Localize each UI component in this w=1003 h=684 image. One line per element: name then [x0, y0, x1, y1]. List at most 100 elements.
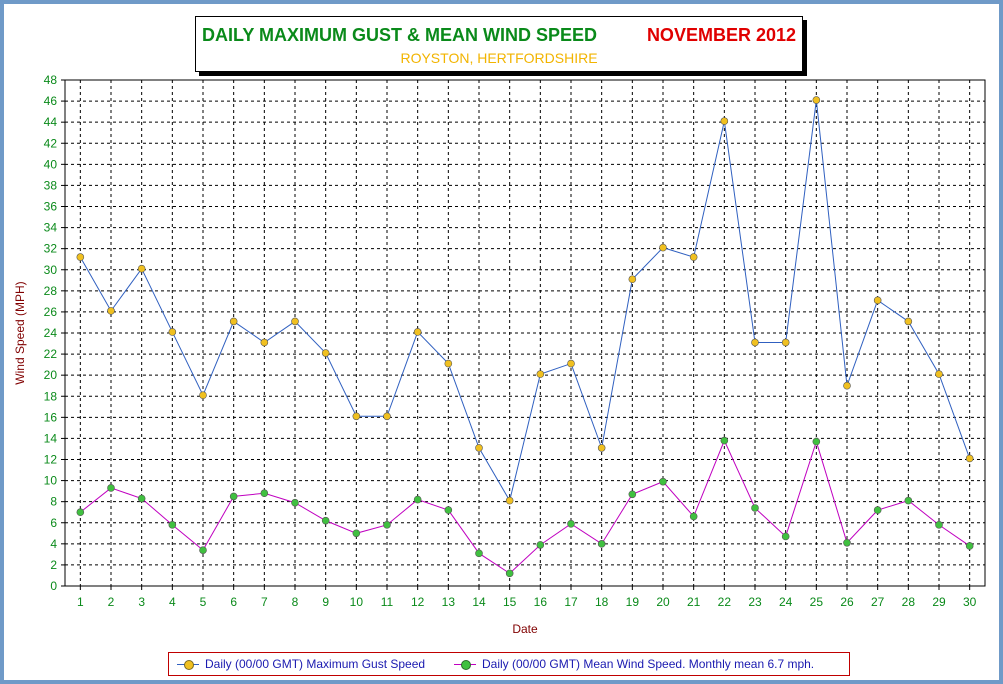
series-1-point: [689, 253, 698, 261]
chart-subtitle: ROYSTON, HERTFORDSHIRE: [400, 50, 598, 66]
y-tick-label: 30: [44, 263, 58, 277]
series-2-point: [812, 437, 821, 446]
x-tick-label: 9: [322, 595, 329, 609]
x-tick-label: 4: [169, 595, 176, 609]
x-tick-label: 6: [230, 595, 237, 609]
x-tick-label: 16: [534, 595, 548, 609]
x-tick-label: 26: [840, 595, 854, 609]
legend-label-gust: Daily (00/00 GMT) Maximum Gust Speed: [205, 657, 426, 671]
x-tick-label: 22: [718, 595, 732, 609]
x-tick-label: 25: [810, 595, 824, 609]
y-tick-label: 0: [50, 579, 57, 593]
series-1-point: [567, 359, 575, 368]
series-1-point: [76, 253, 85, 261]
y-tick-label: 14: [44, 431, 58, 445]
series-2-point: [76, 508, 85, 517]
legend-label-mean: Daily (00/00 GMT) Mean Wind Speed. Month…: [482, 657, 815, 671]
series-2-point: [720, 436, 729, 445]
series-2-point: [229, 492, 238, 501]
series-1-point: [536, 370, 545, 378]
plot-border: [64, 79, 986, 587]
y-tick-label: 6: [50, 516, 57, 530]
series-1-point: [260, 338, 269, 347]
series-1-point: [168, 328, 177, 336]
series-1-point: [505, 496, 514, 505]
series-2-point: [781, 532, 790, 541]
x-tick-label: 19: [626, 595, 640, 609]
series-2-point: [168, 521, 177, 529]
legend: Daily (00/00 GMT) Maximum Gust Speed Dai…: [168, 652, 850, 676]
series-2-point: [291, 498, 299, 507]
x-tick-label: 7: [261, 595, 268, 609]
series-1-point: [781, 338, 790, 347]
series-2-point: [873, 506, 882, 514]
x-tick-label: 8: [292, 595, 299, 609]
series-2-point: [567, 520, 575, 528]
x-tick-label: 18: [595, 595, 609, 609]
series-2-point: [751, 504, 759, 512]
series-2-point: [321, 516, 330, 525]
series-1-point: [475, 444, 483, 452]
chart-month: NOVEMBER 2012: [646, 25, 796, 45]
series-1-point: [597, 444, 606, 452]
chart-title: DAILY MAXIMUM GUST & MEAN WIND SPEED: [202, 25, 598, 45]
series-line-1: [79, 99, 971, 502]
series-2-point: [413, 495, 422, 504]
y-tick-label: 34: [44, 221, 58, 235]
x-tick-label: 14: [472, 595, 486, 609]
series-1-point: [628, 275, 637, 284]
series-2-point: [536, 541, 545, 549]
series-1-point: [904, 317, 913, 326]
y-tick-label: 18: [44, 389, 58, 403]
y-tick-label: 12: [44, 453, 58, 467]
y-tick-label: 16: [44, 410, 58, 424]
y-tick-label: 46: [44, 94, 58, 108]
x-tick-label: 21: [687, 595, 701, 609]
series-2-point: [199, 546, 207, 554]
y-tick-label: 40: [44, 157, 58, 171]
x-tick-label: 17: [564, 595, 578, 609]
y-tick-label: 32: [44, 242, 58, 256]
series-2-point: [965, 542, 974, 550]
y-tick-label: 10: [44, 474, 58, 488]
series-2-point: [935, 521, 943, 529]
x-tick-label: 5: [200, 595, 207, 609]
series-2-point: [505, 569, 514, 578]
series-1-point: [107, 307, 115, 315]
title-box: DAILY MAXIMUM GUST & MEAN WIND SPEED NOV…: [195, 16, 803, 72]
series-1-point: [199, 391, 207, 399]
series-1-point: [321, 349, 330, 357]
series-1-point: [935, 370, 943, 378]
series-1-point: [352, 412, 361, 421]
x-tick-label: 24: [779, 595, 793, 609]
series-2-point: [260, 489, 269, 498]
y-axis-label: Wind Speed (MPH): [13, 281, 27, 384]
series-2-point: [107, 484, 115, 492]
series-1-point: [383, 412, 391, 421]
series-2-point: [444, 506, 453, 514]
series-1-point: [873, 296, 882, 305]
x-tick-label: 2: [108, 595, 115, 609]
legend-marker-mean: [461, 660, 471, 670]
plot-area: [65, 80, 985, 586]
x-tick-label: 1: [77, 595, 84, 609]
y-tick-label: 8: [50, 495, 57, 509]
series-1-point: [413, 328, 422, 336]
legend-marker-gust: [184, 660, 194, 670]
x-tick-label: 20: [656, 595, 670, 609]
series-2-point: [659, 477, 667, 486]
series-1-point: [137, 264, 146, 273]
series-line-2: [80, 439, 970, 574]
series-2-point: [628, 490, 637, 499]
series-2-point: [137, 494, 146, 503]
y-tick-label: 4: [50, 537, 57, 551]
y-tick-label: 48: [44, 73, 58, 87]
series-2-point: [904, 496, 913, 505]
series-2-point: [383, 521, 391, 529]
series-2-point: [475, 549, 483, 558]
series-2-point: [352, 529, 361, 538]
y-tick-label: 44: [44, 115, 58, 129]
y-tick-label: 2: [50, 558, 57, 572]
y-tick-label: 38: [44, 178, 58, 192]
